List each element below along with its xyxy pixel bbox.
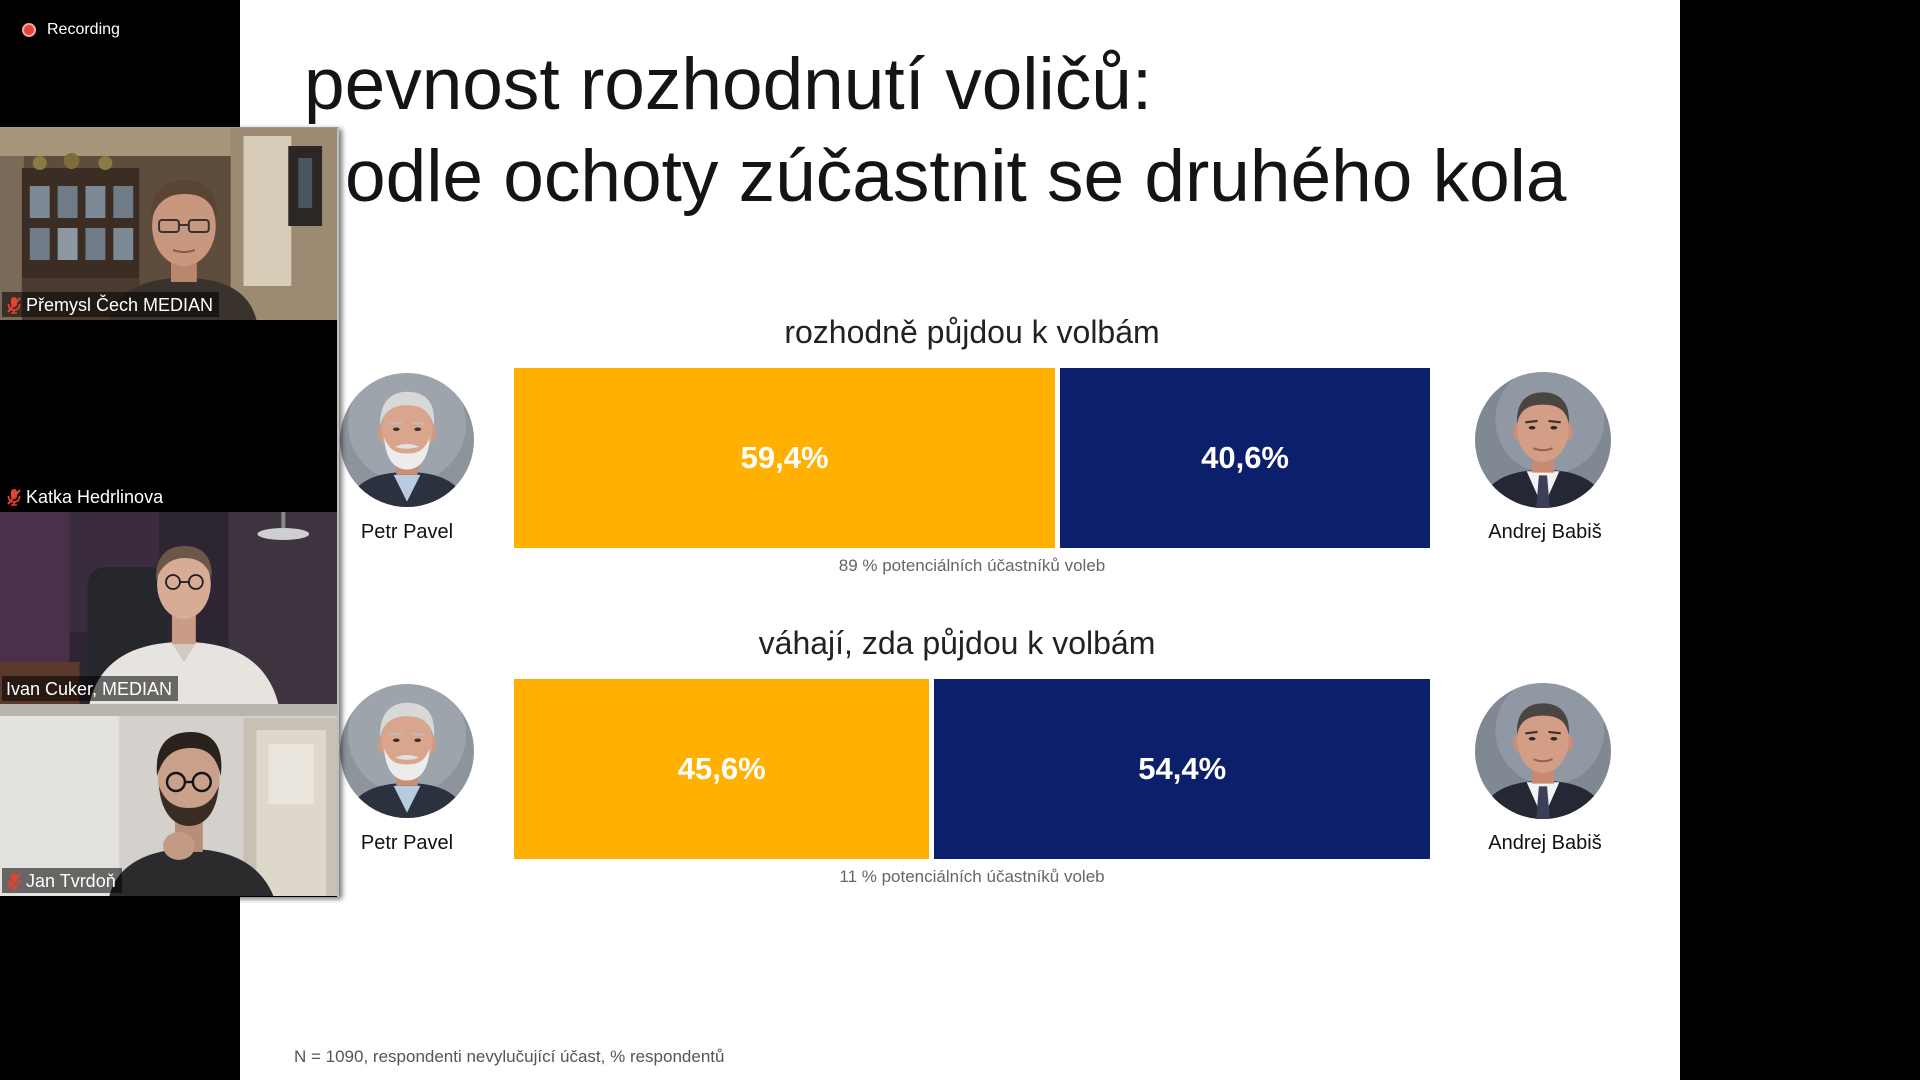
recording-label: Recording bbox=[47, 21, 120, 38]
bar-segment-andrej-babis: 54,4% bbox=[934, 679, 1430, 859]
candidate-name: Petr Pavel bbox=[360, 832, 454, 854]
participant-name-tag: Jan Tvrdoň bbox=[2, 868, 122, 893]
slide-title-line1: pevnost rozhodnutí voličů: bbox=[304, 44, 1153, 125]
room-background bbox=[0, 128, 337, 320]
chart-title: rozhodně půjdou k volbám bbox=[784, 314, 1160, 350]
participant-name-tag: Katka Hedrlinova bbox=[2, 484, 170, 509]
participant-tile[interactable]: Ivan Cuker, MEDIAN bbox=[0, 512, 337, 704]
stacked-bar: 59,4% 40,6% bbox=[514, 368, 1430, 548]
candidate-photo-andrej-babis bbox=[1475, 372, 1611, 508]
participant-video-off bbox=[0, 320, 337, 512]
participant-tile[interactable]: Katka Hedrlinova bbox=[0, 320, 337, 512]
participant-name: Ivan Cuker, MEDIAN bbox=[6, 678, 173, 699]
participant-name: Jan Tvrdoň bbox=[26, 870, 116, 891]
chart-undecided-voters: váhají, zda půjdou k volbám 45,6% 54,4% … bbox=[240, 624, 1680, 904]
bar-value-label: 54,4% bbox=[1138, 751, 1227, 786]
participant-person bbox=[109, 732, 274, 896]
participant-name-tag: Ivan Cuker, MEDIAN bbox=[2, 676, 179, 701]
candidate-name: Andrej Babiš bbox=[1488, 832, 1602, 854]
slide-title-line2: odle ochoty zúčastnit se druhého kola bbox=[345, 136, 1567, 217]
andrej-babis-portrait bbox=[1475, 372, 1611, 508]
participant-tile[interactable]: Jan Tvrdoň bbox=[0, 704, 337, 896]
candidate-photo-petr-pavel bbox=[340, 373, 474, 507]
stacked-bar: 45,6% 54,4% bbox=[514, 679, 1430, 859]
candidate-photo-petr-pavel bbox=[340, 684, 474, 818]
record-dot-icon bbox=[22, 23, 36, 37]
participant-name: Katka Hedrlinova bbox=[26, 486, 164, 507]
bar-segment-petr-pavel: 45,6% bbox=[514, 679, 930, 859]
andrej-babis-portrait bbox=[1475, 683, 1611, 819]
candidate-photo-andrej-babis bbox=[1475, 683, 1611, 819]
right-letterbox bbox=[1680, 0, 1920, 1080]
chart-title: váhají, zda půjdou k volbám bbox=[758, 625, 1156, 661]
bar-segment-petr-pavel: 59,4% bbox=[514, 368, 1056, 548]
petr-pavel-portrait bbox=[340, 684, 474, 818]
shared-slide: pevnost rozhodnutí voličů: odle ochoty z… bbox=[240, 0, 1680, 1080]
chart-decided-voters: rozhodně půjdou k volbám 59,4% 40,6% Pet… bbox=[240, 313, 1680, 593]
participant-panel: Přemysl Čech MEDIAN Katka Hedrlinova bbox=[0, 127, 339, 897]
bar-value-label: 40,6% bbox=[1201, 440, 1289, 475]
participant-name-tag: Přemysl Čech MEDIAN bbox=[2, 292, 220, 317]
bar-value-label: 45,6% bbox=[677, 751, 766, 786]
candidate-name: Petr Pavel bbox=[360, 521, 454, 543]
bar-value-label: 59,4% bbox=[740, 440, 829, 475]
participant-video bbox=[0, 704, 337, 896]
candidate-name: Andrej Babiš bbox=[1488, 521, 1602, 543]
recording-indicator[interactable]: Recording bbox=[22, 21, 120, 39]
mic-muted-icon bbox=[6, 488, 22, 506]
mic-muted-icon bbox=[6, 296, 22, 314]
bar-segment-andrej-babis: 40,6% bbox=[1060, 368, 1430, 548]
petr-pavel-portrait bbox=[340, 373, 474, 507]
participant-video bbox=[0, 128, 337, 320]
chart-note: 11 % potenciálních účastníků voleb bbox=[839, 867, 1105, 886]
participant-name: Přemysl Čech MEDIAN bbox=[26, 294, 214, 315]
participant-tile[interactable]: Přemysl Čech MEDIAN bbox=[0, 128, 337, 320]
chart-note: 89 % potenciálních účastníků voleb bbox=[838, 556, 1106, 575]
mic-muted-icon bbox=[6, 872, 22, 890]
slide-footnote: N = 1090, respondenti nevylučující účast… bbox=[294, 1047, 725, 1066]
